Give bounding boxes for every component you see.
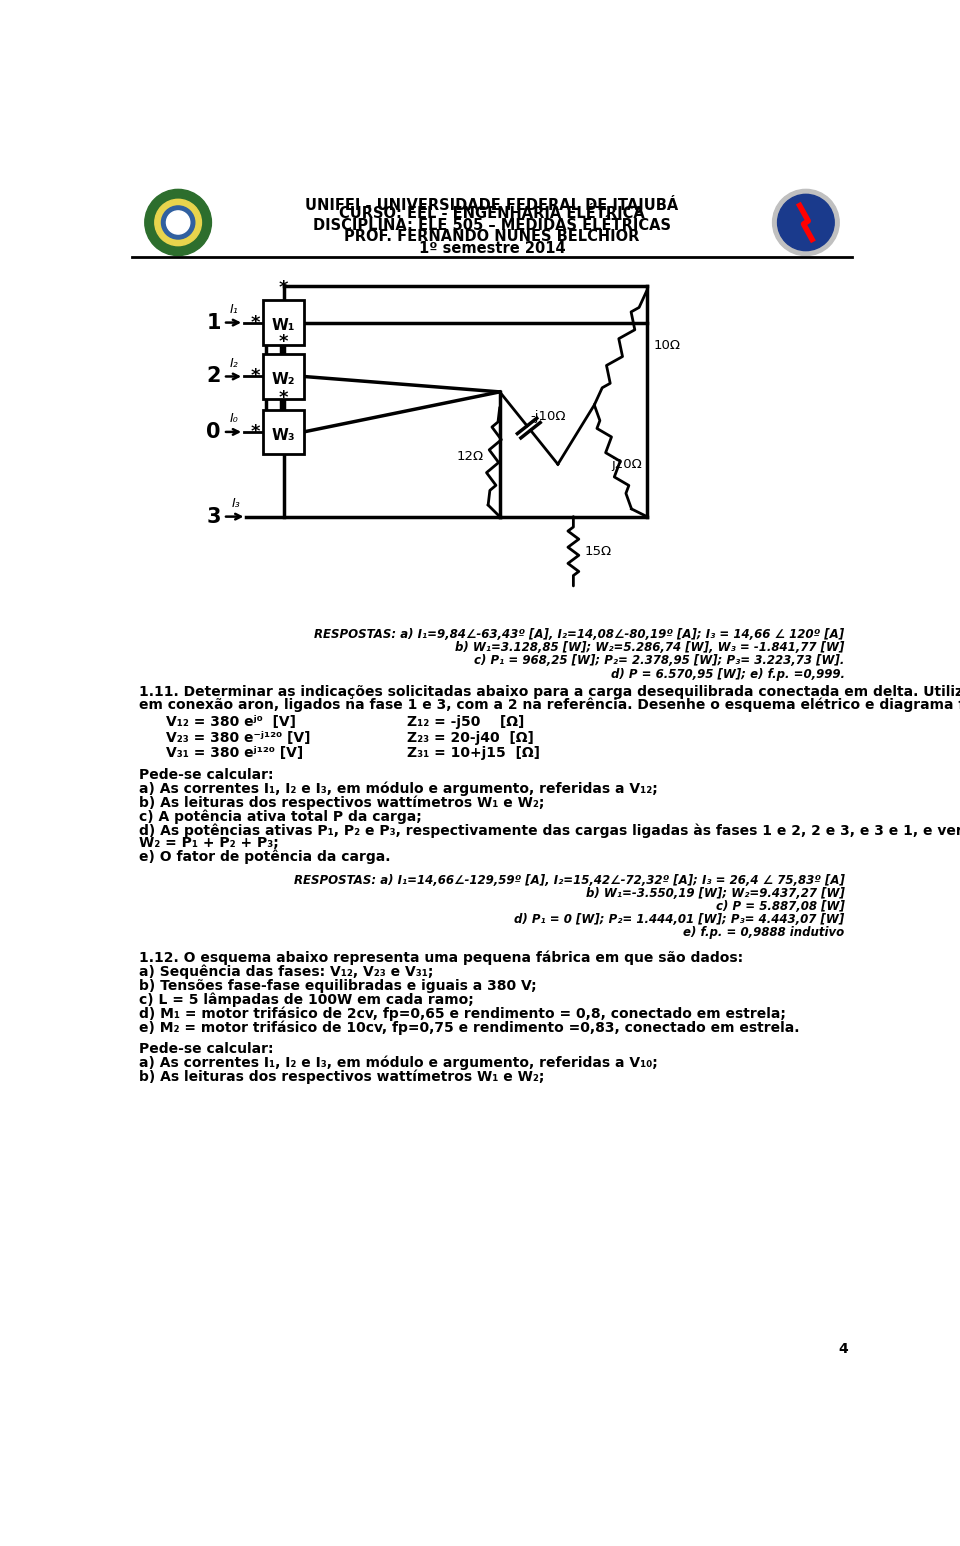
FancyBboxPatch shape <box>263 354 303 399</box>
Text: b) W₁=-3.550,19 [W]; W₂=9.437,27 [W]: b) W₁=-3.550,19 [W]; W₂=9.437,27 [W] <box>586 887 845 900</box>
Text: V₃₁ = 380 eʲ¹²⁰ [V]: V₃₁ = 380 eʲ¹²⁰ [V] <box>166 747 303 761</box>
Text: Z₂₃ = 20-j40  [Ω]: Z₂₃ = 20-j40 [Ω] <box>407 731 534 745</box>
Text: e) f.p. = 0,9888 indutivo: e) f.p. = 0,9888 indutivo <box>684 926 845 940</box>
FancyBboxPatch shape <box>263 410 303 455</box>
Text: e) O fator de potência da carga.: e) O fator de potência da carga. <box>139 849 391 864</box>
Text: c) P = 5.887,08 [W]: c) P = 5.887,08 [W] <box>716 900 845 914</box>
Text: RESPOSTAS: a) I₁=9,84∠-63,43º [A], I₂=14,08∠-80,19º [A]; I₃ = 14,66 ∠ 120º [A]: RESPOSTAS: a) I₁=9,84∠-63,43º [A], I₂=14… <box>315 628 845 642</box>
Text: CURSO: EEL - ENGENHARIA ELÉTRICA: CURSO: EEL - ENGENHARIA ELÉTRICA <box>339 206 645 221</box>
Circle shape <box>155 199 202 246</box>
Text: c) A potência ativa total P da carga;: c) A potência ativa total P da carga; <box>139 809 422 824</box>
Text: 4: 4 <box>839 1342 849 1356</box>
Text: d) P = 6.570,95 [W]; e) f.p. =0,999.: d) P = 6.570,95 [W]; e) f.p. =0,999. <box>611 668 845 680</box>
Text: *: * <box>251 424 260 441</box>
Text: W₂ = P₁ + P₂ + P₃;: W₂ = P₁ + P₂ + P₃; <box>139 836 279 850</box>
Text: 1.12. O esquema abaixo representa uma pequena fábrica em que são dados:: 1.12. O esquema abaixo representa uma pe… <box>139 951 743 965</box>
Text: DISCIPLINA: ELE 505 – MEDIDAS ELÉTRICAS: DISCIPLINA: ELE 505 – MEDIDAS ELÉTRICAS <box>313 218 671 233</box>
Text: b) As leituras dos respectivos wattímetros W₁ e W₂;: b) As leituras dos respectivos wattímetr… <box>139 795 544 810</box>
Text: V₁₂ = 380 eʲ⁰  [V]: V₁₂ = 380 eʲ⁰ [V] <box>166 716 297 730</box>
Text: e) M₂ = motor trifásico de 10cv, fp=0,75 e rendimento =0,83, conectado em estrel: e) M₂ = motor trifásico de 10cv, fp=0,75… <box>139 1020 800 1034</box>
Text: *: * <box>278 280 288 297</box>
Text: 15Ω: 15Ω <box>585 544 612 558</box>
Text: W₃: W₃ <box>272 428 296 442</box>
Text: b) As leituras dos respectivos wattímetros W₁ e W₂;: b) As leituras dos respectivos wattímetr… <box>139 1070 544 1084</box>
Text: I₁: I₁ <box>229 303 238 315</box>
Circle shape <box>145 189 211 255</box>
Text: UNIFEI - UNIVERSIDADE FEDERAL DE ITAJUBÁ: UNIFEI - UNIVERSIDADE FEDERAL DE ITAJUBÁ <box>305 195 679 213</box>
Text: b) W₁=3.128,85 [W]; W₂=5.286,74 [W], W₃ = -1.841,77 [W]: b) W₁=3.128,85 [W]; W₂=5.286,74 [W], W₃ … <box>455 642 845 654</box>
Circle shape <box>773 189 839 255</box>
Text: PROF. FERNANDO NUNES BELCHIOR: PROF. FERNANDO NUNES BELCHIOR <box>345 229 639 244</box>
Circle shape <box>166 210 190 233</box>
Text: W₁: W₁ <box>272 318 296 332</box>
Text: Pede-se calcular:: Pede-se calcular: <box>139 768 274 782</box>
Text: 1.11. Determinar as indicações solicitadas abaixo para a carga desequilibrada co: 1.11. Determinar as indicações solicitad… <box>139 685 960 699</box>
Text: W₂: W₂ <box>272 373 296 386</box>
Text: *: * <box>278 388 288 407</box>
Text: c) L = 5 lâmpadas de 100W em cada ramo;: c) L = 5 lâmpadas de 100W em cada ramo; <box>139 993 474 1006</box>
Text: 10Ω: 10Ω <box>653 339 681 352</box>
Text: -j10Ω: -j10Ω <box>531 410 566 424</box>
Text: j20Ω: j20Ω <box>612 458 642 472</box>
Text: 1: 1 <box>206 312 221 332</box>
Text: 2: 2 <box>206 366 221 386</box>
Text: d) As potências ativas P₁, P₂ e P₃, respectivamente das cargas ligadas às fases : d) As potências ativas P₁, P₂ e P₃, resp… <box>139 822 960 838</box>
Text: Z₃₁ = 10+j15  [Ω]: Z₃₁ = 10+j15 [Ω] <box>407 747 540 761</box>
Text: *: * <box>251 314 260 331</box>
Text: Z₁₂ = -j50    [Ω]: Z₁₂ = -j50 [Ω] <box>407 716 524 730</box>
Text: Pede-se calcular:: Pede-se calcular: <box>139 1042 274 1056</box>
Circle shape <box>161 206 195 240</box>
Circle shape <box>778 195 834 250</box>
Text: RESPOSTAS: a) I₁=14,66∠-129,59º [A], I₂=15,42∠-72,32º [A]; I₃ = 26,4 ∠ 75,83º [A: RESPOSTAS: a) I₁=14,66∠-129,59º [A], I₂=… <box>294 873 845 887</box>
Text: 1º semestre 2014: 1º semestre 2014 <box>419 241 565 257</box>
Text: I₀: I₀ <box>229 411 238 425</box>
Text: em conexão aron, ligados na fase 1 e 3, com a 2 na referência. Desenhe o esquema: em conexão aron, ligados na fase 1 e 3, … <box>139 697 960 713</box>
Text: a) As correntes I₁, I₂ e I₃, em módulo e argumento, referidas a V₁₂;: a) As correntes I₁, I₂ e I₃, em módulo e… <box>139 781 659 796</box>
Text: 12Ω: 12Ω <box>457 450 484 462</box>
Text: *: * <box>251 368 260 385</box>
Text: a) Sequência das fases: V₁₂, V₂₃ e V₃₁;: a) Sequência das fases: V₁₂, V₂₃ e V₃₁; <box>139 965 434 979</box>
Text: *: * <box>278 332 288 351</box>
Text: I₂: I₂ <box>229 357 238 369</box>
Text: a) As correntes I₁, I₂ e I₃, em módulo e argumento, referidas a V₁₀;: a) As correntes I₁, I₂ e I₃, em módulo e… <box>139 1056 659 1070</box>
Text: d) M₁ = motor trifásico de 2cv, fp=0,65 e rendimento = 0,8, conectado em estrela: d) M₁ = motor trifásico de 2cv, fp=0,65 … <box>139 1006 786 1020</box>
Text: d) P₁ = 0 [W]; P₂= 1.444,01 [W]; P₃= 4.443,07 [W]: d) P₁ = 0 [W]; P₂= 1.444,01 [W]; P₃= 4.4… <box>515 914 845 926</box>
Text: 0: 0 <box>206 422 221 442</box>
Text: 3: 3 <box>206 507 221 527</box>
Text: I₃: I₃ <box>232 496 241 510</box>
Text: b) Tensões fase-fase equilibradas e iguais a 380 V;: b) Tensões fase-fase equilibradas e igua… <box>139 979 537 993</box>
Text: c) P₁ = 968,25 [W]; P₂= 2.378,95 [W]; P₃= 3.223,73 [W].: c) P₁ = 968,25 [W]; P₂= 2.378,95 [W]; P₃… <box>474 654 845 668</box>
FancyBboxPatch shape <box>263 300 303 345</box>
Text: V₂₃ = 380 e⁻ʲ¹²⁰ [V]: V₂₃ = 380 e⁻ʲ¹²⁰ [V] <box>166 731 311 745</box>
